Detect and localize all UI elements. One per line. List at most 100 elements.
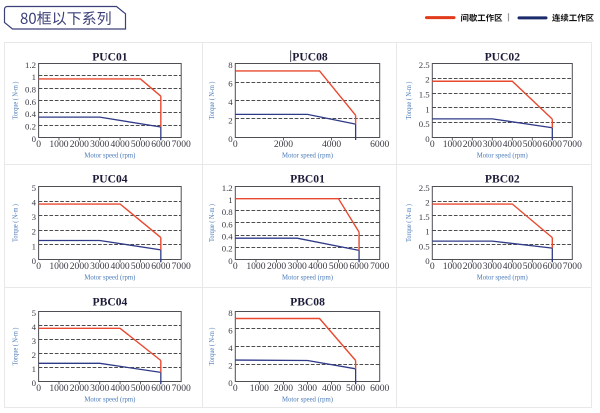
svg-text:1000: 1000 bbox=[443, 139, 462, 150]
svg-text:PBC01: PBC01 bbox=[290, 173, 325, 186]
svg-text:8: 8 bbox=[228, 308, 233, 318]
svg-text:PUC02: PUC02 bbox=[485, 51, 521, 64]
svg-text:2: 2 bbox=[425, 198, 429, 208]
svg-text:0.6: 0.6 bbox=[25, 97, 37, 107]
svg-text:Torque ( N-m ): Torque ( N-m ) bbox=[208, 327, 216, 366]
svg-text:0: 0 bbox=[430, 139, 435, 150]
svg-text:6000: 6000 bbox=[543, 139, 562, 150]
svg-text:1000: 1000 bbox=[49, 139, 68, 150]
svg-text:1.2: 1.2 bbox=[222, 183, 233, 193]
svg-text:2000: 2000 bbox=[463, 139, 482, 150]
svg-text:6000: 6000 bbox=[370, 139, 389, 150]
svg-text:1.2: 1.2 bbox=[25, 60, 36, 70]
svg-text:7000: 7000 bbox=[563, 139, 582, 150]
svg-text:1000: 1000 bbox=[246, 261, 265, 272]
svg-text:0: 0 bbox=[233, 261, 238, 272]
svg-text:0.5: 0.5 bbox=[419, 241, 431, 251]
svg-text:Motor speed (rpm): Motor speed (rpm) bbox=[84, 152, 136, 160]
svg-text:4000: 4000 bbox=[308, 261, 327, 272]
svg-text:3000: 3000 bbox=[90, 383, 109, 394]
svg-text:PUC01: PUC01 bbox=[92, 51, 128, 64]
svg-text:3000: 3000 bbox=[90, 261, 109, 272]
svg-text:1.5: 1.5 bbox=[419, 90, 431, 100]
svg-text:1000: 1000 bbox=[443, 261, 462, 272]
svg-text:5000: 5000 bbox=[131, 139, 150, 150]
svg-text:Motor speed (rpm): Motor speed (rpm) bbox=[282, 396, 334, 404]
svg-text:3000: 3000 bbox=[298, 383, 317, 394]
svg-text:0.4: 0.4 bbox=[25, 109, 37, 119]
svg-text:Motor speed (rpm): Motor speed (rpm) bbox=[282, 152, 334, 160]
svg-text:7000: 7000 bbox=[172, 383, 191, 394]
svg-text:3000: 3000 bbox=[483, 139, 502, 150]
svg-text:6000: 6000 bbox=[151, 383, 170, 394]
svg-text:0: 0 bbox=[228, 134, 233, 144]
svg-text:Torque ( N-m ): Torque ( N-m ) bbox=[208, 203, 216, 242]
svg-text:0: 0 bbox=[425, 256, 430, 266]
svg-text:7000: 7000 bbox=[172, 139, 191, 150]
svg-text:0: 0 bbox=[36, 139, 41, 150]
svg-text:4000: 4000 bbox=[110, 261, 129, 272]
svg-text:1000: 1000 bbox=[49, 383, 68, 394]
svg-text:4: 4 bbox=[228, 343, 233, 353]
svg-text:2000: 2000 bbox=[70, 261, 89, 272]
svg-text:1: 1 bbox=[425, 104, 429, 114]
svg-text:6000: 6000 bbox=[543, 261, 562, 272]
svg-text:2: 2 bbox=[425, 75, 429, 85]
svg-text:Motor speed (rpm): Motor speed (rpm) bbox=[84, 274, 136, 282]
svg-text:2000: 2000 bbox=[70, 383, 89, 394]
svg-text:7000: 7000 bbox=[370, 261, 389, 272]
svg-text:1: 1 bbox=[32, 364, 36, 374]
svg-text:PBC04: PBC04 bbox=[93, 296, 128, 309]
svg-text:4000: 4000 bbox=[110, 139, 129, 150]
svg-text:3000: 3000 bbox=[288, 261, 307, 272]
svg-text:7000: 7000 bbox=[563, 261, 582, 272]
svg-text:2000: 2000 bbox=[274, 383, 293, 394]
svg-text:Torque ( N-m ): Torque ( N-m ) bbox=[11, 203, 19, 242]
svg-text:5: 5 bbox=[32, 308, 37, 318]
svg-text:5: 5 bbox=[32, 183, 37, 193]
svg-text:3000: 3000 bbox=[90, 139, 109, 150]
svg-text:2: 2 bbox=[228, 115, 232, 125]
svg-text:5000: 5000 bbox=[131, 383, 150, 394]
svg-text:3: 3 bbox=[32, 336, 37, 346]
svg-text:6: 6 bbox=[228, 78, 233, 88]
svg-text:1: 1 bbox=[32, 72, 36, 82]
svg-text:Torque ( N-m ): Torque ( N-m ) bbox=[11, 327, 19, 366]
svg-text:4000: 4000 bbox=[503, 139, 522, 150]
svg-text:4000: 4000 bbox=[322, 139, 341, 150]
svg-text:0.4: 0.4 bbox=[222, 232, 234, 242]
svg-text:1: 1 bbox=[425, 227, 429, 237]
svg-text:4000: 4000 bbox=[503, 261, 522, 272]
svg-text:1000: 1000 bbox=[250, 383, 269, 394]
svg-text:4: 4 bbox=[32, 322, 37, 332]
svg-text:5000: 5000 bbox=[523, 139, 542, 150]
svg-text:0: 0 bbox=[32, 134, 37, 144]
svg-text:6000: 6000 bbox=[151, 261, 170, 272]
svg-text:0.5: 0.5 bbox=[419, 119, 431, 129]
svg-text:2000: 2000 bbox=[70, 139, 89, 150]
svg-text:6: 6 bbox=[228, 325, 233, 335]
svg-text:1: 1 bbox=[32, 241, 36, 251]
svg-text:7000: 7000 bbox=[172, 261, 191, 272]
svg-text:5000: 5000 bbox=[131, 261, 150, 272]
svg-text:PBC02: PBC02 bbox=[485, 173, 520, 186]
svg-text:3000: 3000 bbox=[483, 261, 502, 272]
svg-text:2.5: 2.5 bbox=[419, 60, 431, 70]
svg-text:6000: 6000 bbox=[349, 261, 368, 272]
svg-text:1.5: 1.5 bbox=[419, 212, 431, 222]
svg-text:2: 2 bbox=[32, 350, 36, 360]
svg-text:Torque ( N-m ): Torque ( N-m ) bbox=[11, 81, 19, 120]
svg-text:PBC08: PBC08 bbox=[290, 296, 325, 309]
svg-text:0: 0 bbox=[228, 378, 233, 388]
svg-text:0: 0 bbox=[430, 261, 435, 272]
svg-text:Torque ( N-m ): Torque ( N-m ) bbox=[208, 81, 216, 120]
svg-text:2: 2 bbox=[228, 360, 232, 370]
svg-text:0.2: 0.2 bbox=[25, 122, 36, 132]
svg-text:2: 2 bbox=[32, 227, 36, 237]
svg-text:1: 1 bbox=[228, 195, 232, 205]
svg-text:0.8: 0.8 bbox=[222, 207, 234, 217]
svg-text:3: 3 bbox=[32, 212, 37, 222]
svg-text:0: 0 bbox=[233, 383, 238, 394]
svg-text:Motor speed (rpm): Motor speed (rpm) bbox=[282, 274, 334, 282]
svg-text:0: 0 bbox=[233, 139, 238, 150]
